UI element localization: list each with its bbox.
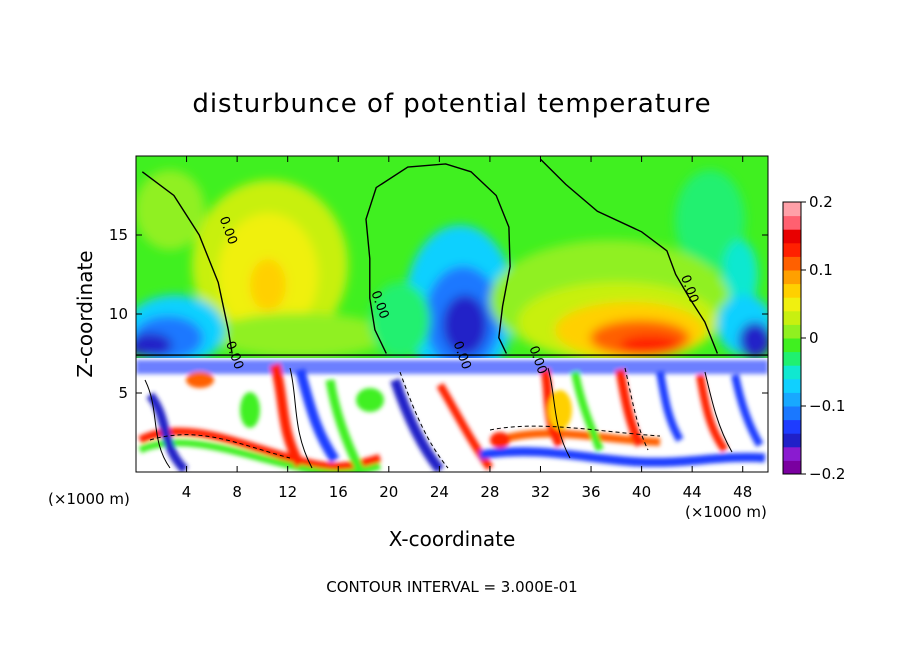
colorbar-swatch	[783, 365, 801, 380]
y-axis-ticks: 5 10 15	[109, 226, 768, 402]
colorbar-swatch	[783, 256, 801, 271]
lower-layer-field	[136, 360, 768, 472]
x-axis-ticks: 4 8 12 16 20 24 28 32 36 40 44 48	[182, 156, 752, 501]
colorbar-tick-label: 0.1	[809, 261, 833, 279]
colorbar-swatch	[783, 310, 801, 325]
colorbar-tick-label: 0.2	[809, 193, 833, 211]
zero-contour-line	[141, 171, 233, 354]
colorbar-swatch	[783, 433, 801, 448]
lower-layer-contours	[144, 367, 733, 469]
y-axis-label: Z-coordinate	[73, 250, 97, 377]
colorbar-swatch	[783, 297, 801, 312]
colorbar-swatch	[783, 215, 801, 230]
colorbar	[782, 201, 802, 475]
colorbar-tick-label: −0.1	[809, 397, 845, 415]
x-tick-label: 8	[232, 483, 242, 501]
x-tick-label: 12	[278, 483, 297, 501]
y-tick-label: 15	[109, 226, 128, 244]
colorbar-swatch	[783, 229, 801, 244]
colorbar-swatch	[783, 270, 801, 285]
x-unit-right: (×1000 m)	[685, 503, 767, 521]
plot-area: 0.000.00 0.000.00 0.00 0.00	[136, 156, 768, 472]
colorbar-swatch	[783, 283, 801, 298]
colorbar-swatch	[783, 242, 801, 257]
colorbar-ticks: 0.2 0.1 0 −0.1 −0.2	[801, 193, 845, 483]
chart-title: disturbunce of potential temperature	[192, 89, 711, 119]
y-tick-label: 10	[109, 305, 128, 323]
colorbar-tick-label: −0.2	[809, 465, 845, 483]
x-axis-label: X-coordinate	[389, 527, 516, 551]
x-tick-label: 4	[182, 483, 192, 501]
zero-contour-line	[365, 163, 511, 354]
upper-layer-field	[136, 170, 768, 385]
colorbar-swatch	[783, 324, 801, 339]
x-unit-left: (×1000 m)	[48, 490, 130, 508]
x-tick-label: 40	[632, 483, 651, 501]
colorbar-swatch	[783, 419, 801, 434]
x-tick-label: 48	[733, 483, 752, 501]
colorbar-swatch	[783, 338, 801, 353]
x-tick-label: 20	[379, 483, 398, 501]
colorbar-swatch	[783, 446, 801, 461]
colorbar-swatch	[783, 406, 801, 421]
y-tick-label: 5	[118, 384, 128, 402]
colorbar-swatch	[783, 392, 801, 407]
colorbar-swatch	[783, 351, 801, 366]
contour-interval-note: CONTOUR INTERVAL = 3.000E-01	[326, 578, 577, 596]
colorbar-tick-label: 0	[809, 329, 819, 347]
colorbar-swatch	[783, 378, 801, 393]
x-tick-label: 36	[581, 483, 600, 501]
zero-contour-line	[540, 158, 719, 354]
x-tick-label: 32	[531, 483, 550, 501]
colorbar-swatch	[783, 202, 801, 217]
x-tick-label: 28	[480, 483, 499, 501]
x-tick-label: 44	[683, 483, 702, 501]
x-tick-label: 24	[430, 483, 449, 501]
zero-contours	[136, 158, 768, 356]
x-tick-label: 16	[329, 483, 348, 501]
colorbar-swatch	[783, 460, 801, 475]
